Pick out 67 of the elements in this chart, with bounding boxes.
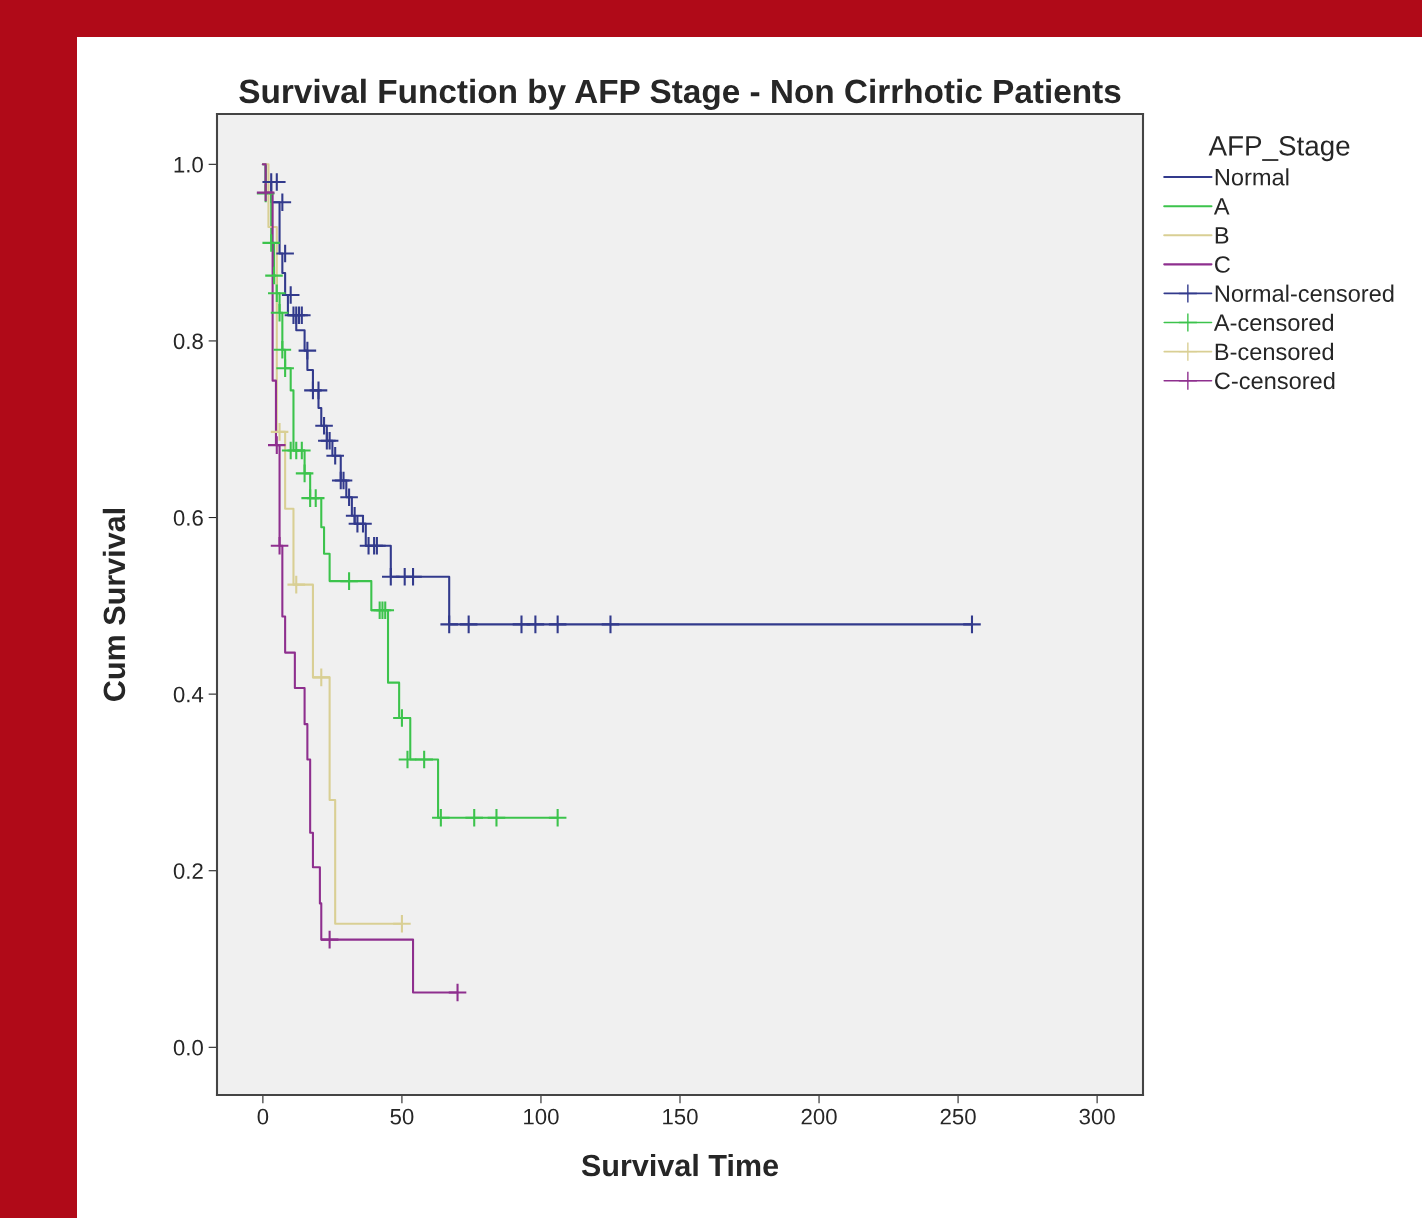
x-axis-title: Survival Time: [581, 1153, 779, 1177]
y-tick-label: 0.4: [173, 686, 204, 703]
point: [403, 566, 423, 587]
legend-label: A-censored: [1213, 313, 1334, 332]
x-tick-label: 250: [940, 1108, 976, 1125]
point: [275, 243, 295, 264]
point: [339, 487, 359, 508]
point: [266, 283, 287, 304]
point: [325, 445, 346, 466]
legend-label: C-censored: [1215, 371, 1335, 390]
point: [272, 339, 293, 360]
legend-label: B-censored: [1215, 342, 1334, 361]
point: [392, 913, 412, 934]
point: [486, 807, 507, 828]
point: [547, 807, 568, 828]
point: [392, 708, 412, 728]
point: [264, 265, 284, 286]
x-tick-label: 50: [390, 1108, 414, 1125]
point: [269, 535, 290, 556]
y-tick-label: 0.8: [173, 333, 203, 350]
point: [439, 614, 460, 635]
legend-label: Normal: [1215, 168, 1289, 186]
point: [291, 440, 312, 461]
y-tick-label: 0.6: [173, 510, 203, 526]
point: [353, 513, 373, 534]
y-tick-label: 0.0: [173, 1039, 203, 1056]
point: [305, 488, 326, 508]
y-axis-title: Cum Survival: [102, 509, 126, 701]
x-tick-label: 0: [257, 1108, 269, 1125]
x-tick-label: 300: [1079, 1108, 1115, 1125]
point: [397, 749, 418, 770]
point: [319, 929, 340, 950]
point: [269, 302, 290, 323]
point: [962, 614, 982, 635]
point: [458, 614, 479, 635]
point: [272, 192, 293, 213]
point: [447, 982, 468, 1003]
point: [294, 463, 315, 484]
point: [464, 807, 485, 828]
x-tick-label: 100: [524, 1108, 559, 1125]
chart-title: Survival Function by AFP Stage - Non Cirrhotic Patients: [239, 78, 1121, 110]
legend-label: A: [1213, 198, 1230, 215]
x-tick-label: 200: [801, 1108, 837, 1125]
point: [286, 574, 307, 595]
legend-label: C: [1215, 256, 1230, 273]
point: [261, 233, 282, 253]
point: [311, 667, 332, 688]
y-tick-label: 0.2: [173, 863, 203, 879]
point: [600, 614, 621, 635]
point: [266, 435, 287, 455]
point: [269, 422, 290, 442]
point: [297, 340, 318, 361]
legend-label: Normal-censored: [1215, 284, 1394, 302]
point: [431, 807, 451, 828]
point: [314, 415, 334, 436]
x-tick-label: 150: [663, 1108, 698, 1125]
legend-label: B: [1215, 227, 1229, 244]
point: [414, 749, 434, 770]
point: [339, 571, 359, 591]
legend-title: AFP_Stage: [1208, 135, 1350, 162]
point: [547, 614, 568, 635]
point: [344, 505, 365, 526]
point: [308, 380, 329, 401]
point: [280, 285, 301, 305]
point: [525, 614, 546, 635]
y-tick-label: 1.0: [174, 156, 203, 173]
point: [275, 358, 295, 379]
